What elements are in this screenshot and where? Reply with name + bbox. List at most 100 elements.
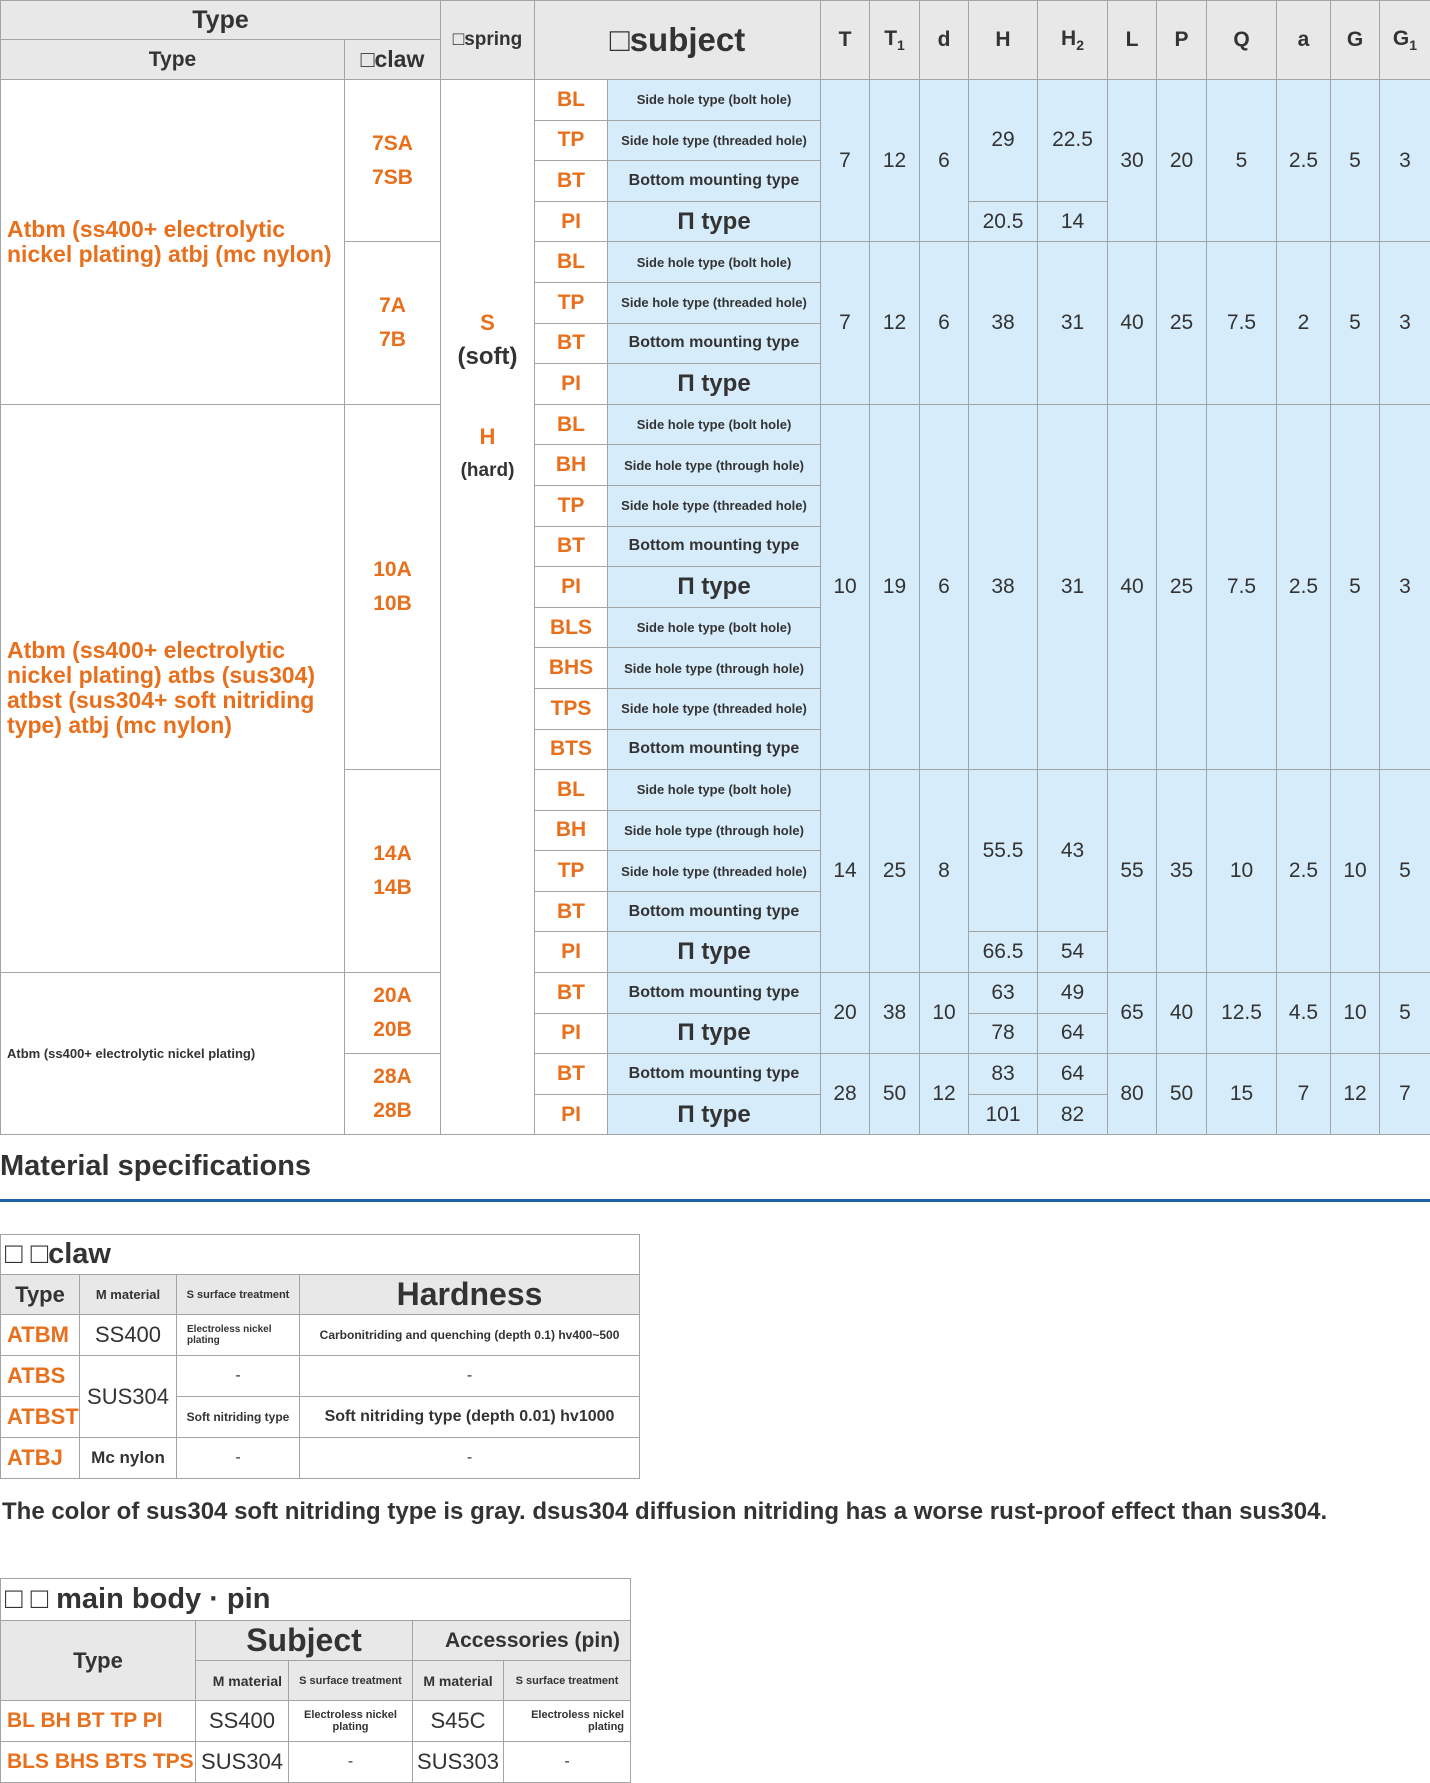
dim-T1: 38: [870, 973, 920, 1054]
dim-header-L: L: [1108, 1, 1157, 80]
mount-description: Side hole type (bolt hole): [608, 404, 821, 445]
mount-description: Π type: [608, 364, 821, 405]
mount-code: TP: [535, 282, 608, 323]
dim-T: 20: [821, 973, 870, 1054]
dim-header-H2: H2: [1038, 1, 1108, 80]
mount-code: TP: [535, 485, 608, 526]
dim-H2: 31: [1038, 404, 1108, 769]
mount-description: Side hole type (threaded hole): [608, 851, 821, 892]
dim-header-P: P: [1157, 1, 1207, 80]
table-row: BLS BHS BTS TPS SUS304 - SUS303 -: [1, 1742, 631, 1783]
size-label: 20A: [345, 979, 440, 1013]
mount-code: BT: [535, 973, 608, 1014]
dim-header-T: T: [821, 1, 870, 80]
dim-H2: 64: [1038, 1054, 1108, 1095]
type-description: Atbm (ss400+ electrolytic nickel plating…: [1, 973, 345, 1135]
section-title: Material specifications: [0, 1150, 311, 1183]
dim-header-T1: T1: [870, 1, 920, 80]
dim-header-G1: G1: [1380, 1, 1430, 80]
col-subject-surface: S surface treatment: [289, 1661, 413, 1701]
dim-H2: 49: [1038, 973, 1108, 1014]
dim-G: 10: [1331, 973, 1380, 1054]
dim-header-G: G: [1331, 1, 1380, 80]
mount-description: Side hole type (through hole): [608, 445, 821, 486]
dim-G: 5: [1331, 242, 1380, 404]
mount-description: Bottom mounting type: [608, 526, 821, 567]
dim-L: 30: [1108, 80, 1157, 242]
dim-L: 80: [1108, 1054, 1157, 1135]
dim-P: 35: [1157, 770, 1207, 973]
mount-code: BHS: [535, 648, 608, 689]
pin-material-cell: SUS303: [413, 1742, 504, 1783]
dim-d: 10: [920, 973, 969, 1054]
surface-cell: -: [177, 1438, 300, 1479]
mount-code: BLS: [535, 607, 608, 648]
dim-P: 20: [1157, 80, 1207, 242]
mount-code: BT: [535, 161, 608, 202]
dim-d: 6: [920, 242, 969, 404]
size-label: 7SB: [345, 161, 440, 195]
dim-G: 5: [1331, 404, 1380, 769]
material-cell: Mc nylon: [80, 1438, 177, 1479]
mount-code: TP: [535, 120, 608, 161]
mount-description: Bottom mounting type: [608, 891, 821, 932]
dim-a: 2.5: [1277, 770, 1331, 973]
mount-code: BL: [535, 770, 608, 811]
dim-G1: 3: [1380, 80, 1430, 242]
mount-description: Side hole type (bolt hole): [608, 80, 821, 121]
dim-label: G: [1393, 27, 1409, 50]
mount-code: BL: [535, 404, 608, 445]
dim-G: 12: [1331, 1054, 1380, 1135]
dim-T1: 12: [870, 242, 920, 404]
dim-T: 7: [821, 242, 870, 404]
dim-L: 55: [1108, 770, 1157, 973]
dim-H2: 82: [1038, 1094, 1108, 1135]
dim-a: 7: [1277, 1054, 1331, 1135]
body-table-title: □ □ main body · pin: [1, 1579, 631, 1621]
mount-code: BTS: [535, 729, 608, 770]
dim-d: 12: [920, 1054, 969, 1135]
dim-P: 50: [1157, 1054, 1207, 1135]
dim-T: 14: [821, 770, 870, 973]
mount-description: Side hole type (bolt hole): [608, 242, 821, 283]
dim-header-H: H: [969, 1, 1038, 80]
mount-code: BH: [535, 810, 608, 851]
col-subject: Subject: [196, 1621, 413, 1661]
mount-description: Side hole type (threaded hole): [608, 282, 821, 323]
table-row: BL BH BT TP PI SS400 Electroless nickel …: [1, 1701, 631, 1742]
type-description: Atbm (ss400+ electrolytic nickel plating…: [1, 404, 345, 972]
dim-header-a: a: [1277, 1, 1331, 80]
claw-header: □claw: [345, 40, 441, 80]
mount-code: TP: [535, 851, 608, 892]
surface-cell: Electroless nickel plating: [177, 1315, 300, 1356]
dim-H2: 43: [1038, 770, 1108, 932]
col-type: Type: [1, 1275, 80, 1315]
dim-d: 6: [920, 80, 969, 242]
table-row: Atbm (ss400+ electrolytic nickel plating…: [1, 973, 1430, 1014]
dim-T: 7: [821, 80, 870, 242]
mount-description: Bottom mounting type: [608, 973, 821, 1014]
col-pin-material: M material: [413, 1661, 504, 1701]
pin-surface-cell: -: [504, 1742, 631, 1783]
mount-code: BL: [535, 242, 608, 283]
type-group-header: Type: [1, 1, 441, 40]
dim-G1: 7: [1380, 1054, 1430, 1135]
dim-H: 29: [969, 80, 1038, 202]
mount-code: BT: [535, 323, 608, 364]
dim-G1: 5: [1380, 770, 1430, 973]
type-cell: ATBS: [1, 1356, 80, 1397]
col-subject-material: M material: [196, 1661, 289, 1701]
mount-description: Π type: [608, 201, 821, 242]
pin-material-cell: S45C: [413, 1701, 504, 1742]
mount-code: PI: [535, 567, 608, 608]
dim-H2: 54: [1038, 932, 1108, 973]
dim-H: 66.5: [969, 932, 1038, 973]
size-label: 20B: [345, 1013, 440, 1047]
dim-Q: 12.5: [1207, 973, 1277, 1054]
type-cell: ATBM: [1, 1315, 80, 1356]
table-row: ATBJ Mc nylon - -: [1, 1438, 640, 1479]
